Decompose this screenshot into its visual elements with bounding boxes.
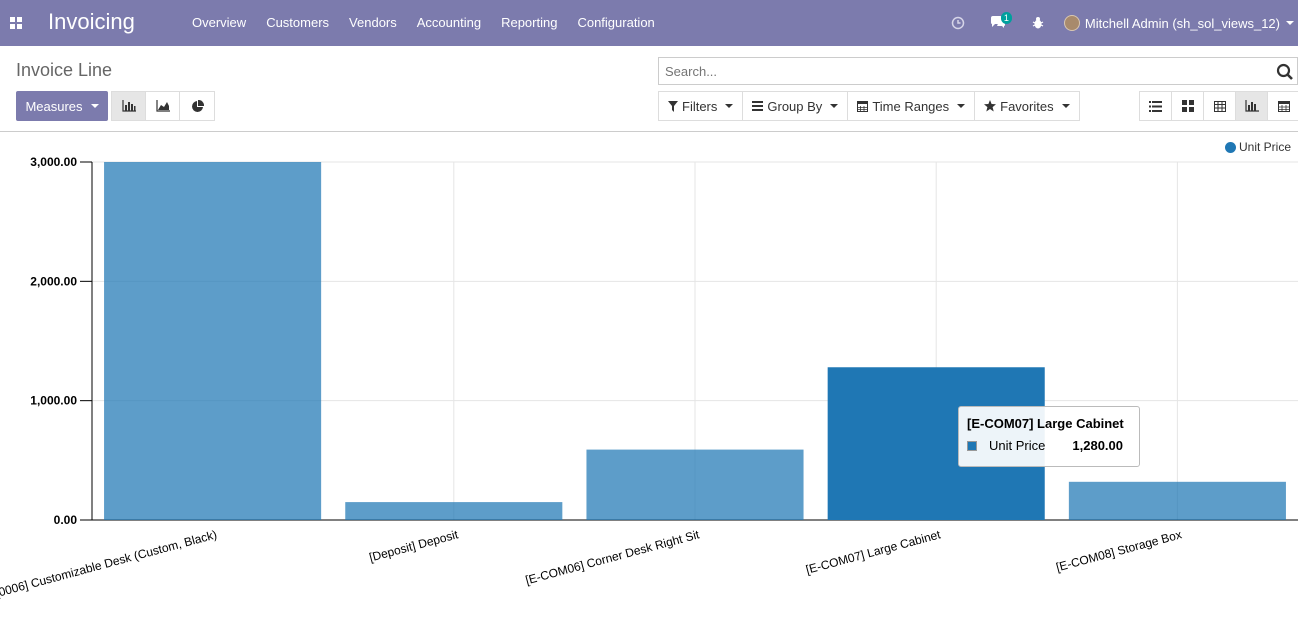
menu-item-accounting[interactable]: Accounting — [416, 15, 482, 30]
legend-swatch — [1224, 141, 1236, 153]
tooltip-row: Unit Price 1,280.00 — [967, 438, 1131, 453]
bar-chart: 0.00 1,000.00 2,000.00 3,000.00 [FURN_0006] … — [0, 155, 1298, 610]
menu-item-overview[interactable]: Overview — [192, 15, 247, 30]
message-count-badge: 1 — [1000, 12, 1012, 24]
search-input[interactable] — [659, 58, 1249, 84]
calendar-view-button[interactable] — [1268, 92, 1298, 120]
chart-bar — [104, 162, 322, 520]
debug-bug-icon[interactable] — [1018, 0, 1058, 46]
graph-view: 0.00 1,000.00 2,000.00 3,000.00 [FURN_0006] … — [0, 132, 1298, 620]
graph-view-button[interactable] — [1236, 92, 1268, 120]
favorites-dropdown-button[interactable]: Favorites — [974, 91, 1080, 121]
area-chart-icon — [155, 100, 170, 112]
bar-chart-mode-button[interactable] — [112, 92, 146, 120]
tooltip-swatch — [967, 440, 977, 451]
systray: 1 Mitchell Admin (sh_sol_views_12) — [938, 0, 1298, 46]
menu-item-reporting[interactable]: Reporting — [501, 15, 558, 30]
bar-chart-icon — [1244, 100, 1259, 112]
control-panel: Invoice Line Measures Filters Group By — [0, 46, 1298, 132]
user-menu[interactable]: Mitchell Admin (sh_sol_views_12) — [1058, 15, 1298, 31]
menu-item-customers[interactable]: Customers — [266, 15, 330, 30]
star-icon — [984, 100, 997, 112]
chart-mode-switcher — [111, 91, 215, 121]
top-navbar: Invoicing Overview Customers Vendors Acc… — [0, 0, 1298, 46]
x-tick-label: [Deposit] Deposit — [368, 527, 461, 564]
pie-chart-mode-button[interactable] — [180, 92, 214, 120]
groupby-label: Group By — [767, 98, 823, 114]
page-title: Invoice Line — [16, 60, 113, 80]
measures-label: Measures — [25, 98, 83, 114]
view-switcher — [1139, 91, 1298, 121]
kanban-view-button[interactable] — [1172, 92, 1204, 120]
line-chart-mode-button[interactable] — [146, 92, 180, 120]
chart-legend[interactable]: Unit Price — [1224, 140, 1291, 154]
y-tick-label: 2,000.00 — [30, 274, 77, 288]
chart-tooltip: [E-COM07] Large Cabinet Unit Price 1,280… — [958, 406, 1140, 467]
main-menu: Overview Customers Vendors Accounting Re… — [182, 0, 665, 46]
timeranges-dropdown-button[interactable]: Time Ranges — [847, 91, 976, 121]
calendar-icon — [857, 101, 869, 112]
filter-icon — [668, 100, 678, 112]
search-bar — [658, 57, 1298, 85]
tooltip-label: Unit Price — [989, 438, 1046, 453]
list-view-button[interactable] — [1140, 92, 1172, 120]
apps-menu-icon[interactable] — [0, 0, 32, 46]
caret-down-icon — [957, 104, 966, 108]
user-name: Mitchell Admin (sh_sol_views_12) — [1084, 15, 1280, 31]
caret-down-icon — [725, 104, 734, 108]
x-tick-label: [E-COM07] Large Cabinet — [804, 527, 942, 577]
x-tick-label: [FURN_0006] Customizable Desk (Custom, B… — [0, 527, 218, 610]
messages-icon[interactable]: 1 — [978, 0, 1018, 46]
table-icon — [1213, 100, 1226, 112]
menu-item-vendors[interactable]: Vendors — [349, 15, 397, 30]
caret-down-icon — [90, 104, 99, 108]
y-tick-label: 1,000.00 — [30, 394, 77, 408]
app-title: Invoicing — [48, 9, 135, 34]
caret-down-icon — [1061, 104, 1070, 108]
tooltip-title: [E-COM07] Large Cabinet — [967, 416, 1124, 431]
kanban-icon — [1181, 100, 1194, 112]
y-tick-label: 3,000.00 — [30, 155, 77, 169]
chart-bar — [345, 502, 563, 520]
groupby-dropdown-button[interactable]: Group By — [742, 91, 849, 121]
menu-item-configuration[interactable]: Configuration — [577, 15, 655, 30]
search-options: Filters Group By Time Ranges Favorites — [658, 91, 1080, 121]
chart-bar — [586, 449, 804, 520]
calendar-icon — [1277, 101, 1290, 112]
list-icon — [1149, 100, 1162, 112]
y-tick-label: 0.00 — [54, 513, 78, 527]
caret-down-icon — [830, 104, 839, 108]
chart-bar — [1068, 481, 1286, 520]
activity-clock-icon[interactable] — [938, 0, 978, 46]
filters-label: Filters — [682, 98, 718, 114]
legend-label: Unit Price — [1238, 140, 1291, 154]
pie-chart-icon — [191, 99, 204, 112]
favorites-label: Favorites — [1000, 98, 1054, 114]
bar-chart-icon — [121, 100, 136, 112]
timeranges-label: Time Ranges — [872, 98, 950, 114]
x-tick-label: [E-COM08] Storage Box — [1055, 527, 1184, 574]
chevron-down-icon — [1286, 21, 1294, 25]
tooltip-value: 1,280.00 — [1072, 438, 1123, 453]
avatar — [1063, 15, 1080, 31]
filters-dropdown-button[interactable]: Filters — [658, 91, 744, 121]
pivot-view-button[interactable] — [1204, 92, 1236, 120]
bars-icon — [752, 101, 764, 111]
search-icon[interactable] — [1276, 63, 1294, 81]
x-tick-label: [E-COM06] Corner Desk Right Sit — [524, 527, 702, 587]
measures-dropdown-button[interactable]: Measures — [16, 91, 108, 121]
